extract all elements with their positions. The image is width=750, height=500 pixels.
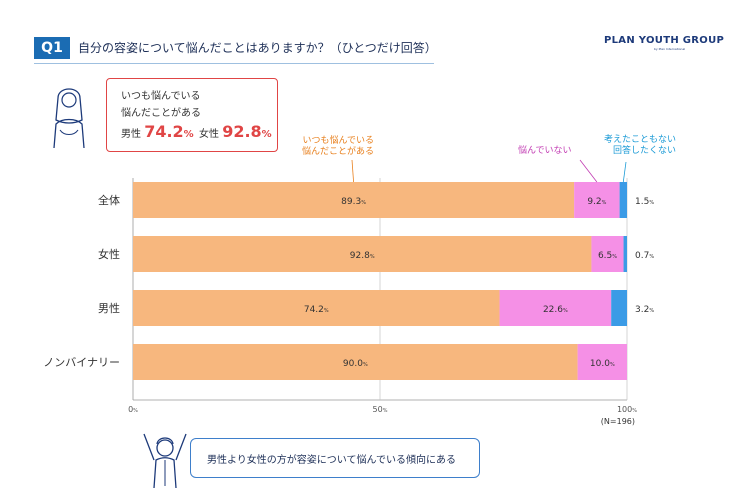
category-label-2: 男性 [98,301,120,315]
data-label-1-0-unit: % [602,200,607,206]
x-tick-label-100-unit: % [632,408,637,414]
bar-0-3 [133,344,578,380]
woman-illustration-icon [53,88,85,149]
question-badge: Q1 [34,37,70,59]
callout-line-1: いつも悩んでいる [121,91,201,102]
summary-box: 男性より女性の方が容姿について悩んでいる傾向にある [190,438,480,478]
data-label-0-1-unit: % [370,254,375,260]
bar-0-0 [133,182,575,218]
data-label-0-3-unit: % [363,362,368,368]
data-label-0-0-unit: % [361,200,366,206]
data-label-2-1: 0.7% [635,251,654,261]
callout-male-label: 男性 [121,129,141,140]
legend-worry-line-2: 悩んだことがある [302,147,375,157]
data-label-0-1: 92.8% [350,251,375,261]
data-label-2-0: 1.5% [635,197,654,207]
category-label-0: 全体 [98,193,120,207]
data-label-0-0: 89.3% [341,197,366,207]
data-label-1-3: 10.0% [590,359,615,369]
man-illustration-icon [143,433,187,489]
question-text: 自分の容姿について悩んだことはありますか？（ひとつだけ回答） [78,41,437,55]
summary-text: 男性より女性の方が容姿について悩んでいる傾向にある [207,455,456,466]
header-divider [34,63,434,64]
sample-size-label: (N=196) [601,417,635,426]
brand-sub-logo: by Plan International [654,47,686,51]
x-tick-label-50: 50% [373,405,388,414]
bar-1-2 [499,290,612,326]
legend-never-line-2: 回答したくない [613,146,677,156]
category-label-1: 女性 [98,247,120,261]
x-tick-label-100: 100% [617,405,637,414]
bar-0-2 [133,290,500,326]
data-label-2-2: 3.2% [635,305,654,315]
legend-worry: いつも悩んでいる 悩んだことがある [302,136,374,158]
callout-male-value: 74.2 [144,122,184,141]
category-label-3: ノンバイナリー [43,356,120,369]
bar-2-1 [623,236,627,272]
data-label-1-1: 6.5% [598,251,617,261]
callout-male-stat: 男性 74.2% [121,122,194,141]
data-label-1-3-unit: % [610,362,615,368]
legend-never-line-1: 考えたこともない [604,135,677,145]
data-label-1-2: 22.6% [543,305,568,315]
bar-1-0 [574,182,620,218]
bar-1-3 [577,344,627,380]
callout-line-2: 悩んだことがある [121,108,201,119]
legend-leader-1 [579,159,598,183]
callout-female-label: 女性 [199,129,219,140]
bar-1-1 [591,236,624,272]
x-tick-label-0: 0% [128,405,138,414]
data-label-2-1-unit: % [649,254,654,260]
data-label-1-1-unit: % [612,254,617,260]
bar-0-1 [133,236,592,272]
brand-logo: PLAN YOUTH GROUP [604,35,725,46]
legend-worry-line-1: いつも悩んでいる [302,136,375,146]
x-tick-label-50-unit: % [383,408,388,414]
data-label-2-0-unit: % [649,200,654,206]
data-label-1-0: 9.2% [587,197,606,207]
callout-female-pct: % [261,129,272,140]
bar-2-2 [611,290,627,326]
highlight-callout: いつも悩んでいる 悩んだことがある 男性 74.2% 女性 92.8% [106,78,278,152]
legend-leader-2 [622,161,627,183]
callout-female-value: 92.8 [222,122,262,141]
data-label-1-2-unit: % [563,308,568,314]
callout-male-pct: % [183,129,194,140]
data-label-0-2-unit: % [324,308,329,314]
legend-not-worry: 悩んでいない [518,146,572,156]
bar-2-0 [619,182,627,218]
legend-never: 考えたこともない 回答したくない [604,135,676,157]
legend-leader-0 [351,159,354,183]
data-label-0-2: 74.2% [304,305,329,315]
callout-female-stat: 女性 92.8% [199,122,272,141]
data-label-2-2-unit: % [649,308,654,314]
data-label-0-3: 90.0% [343,359,368,369]
x-tick-label-0-unit: % [133,408,138,414]
